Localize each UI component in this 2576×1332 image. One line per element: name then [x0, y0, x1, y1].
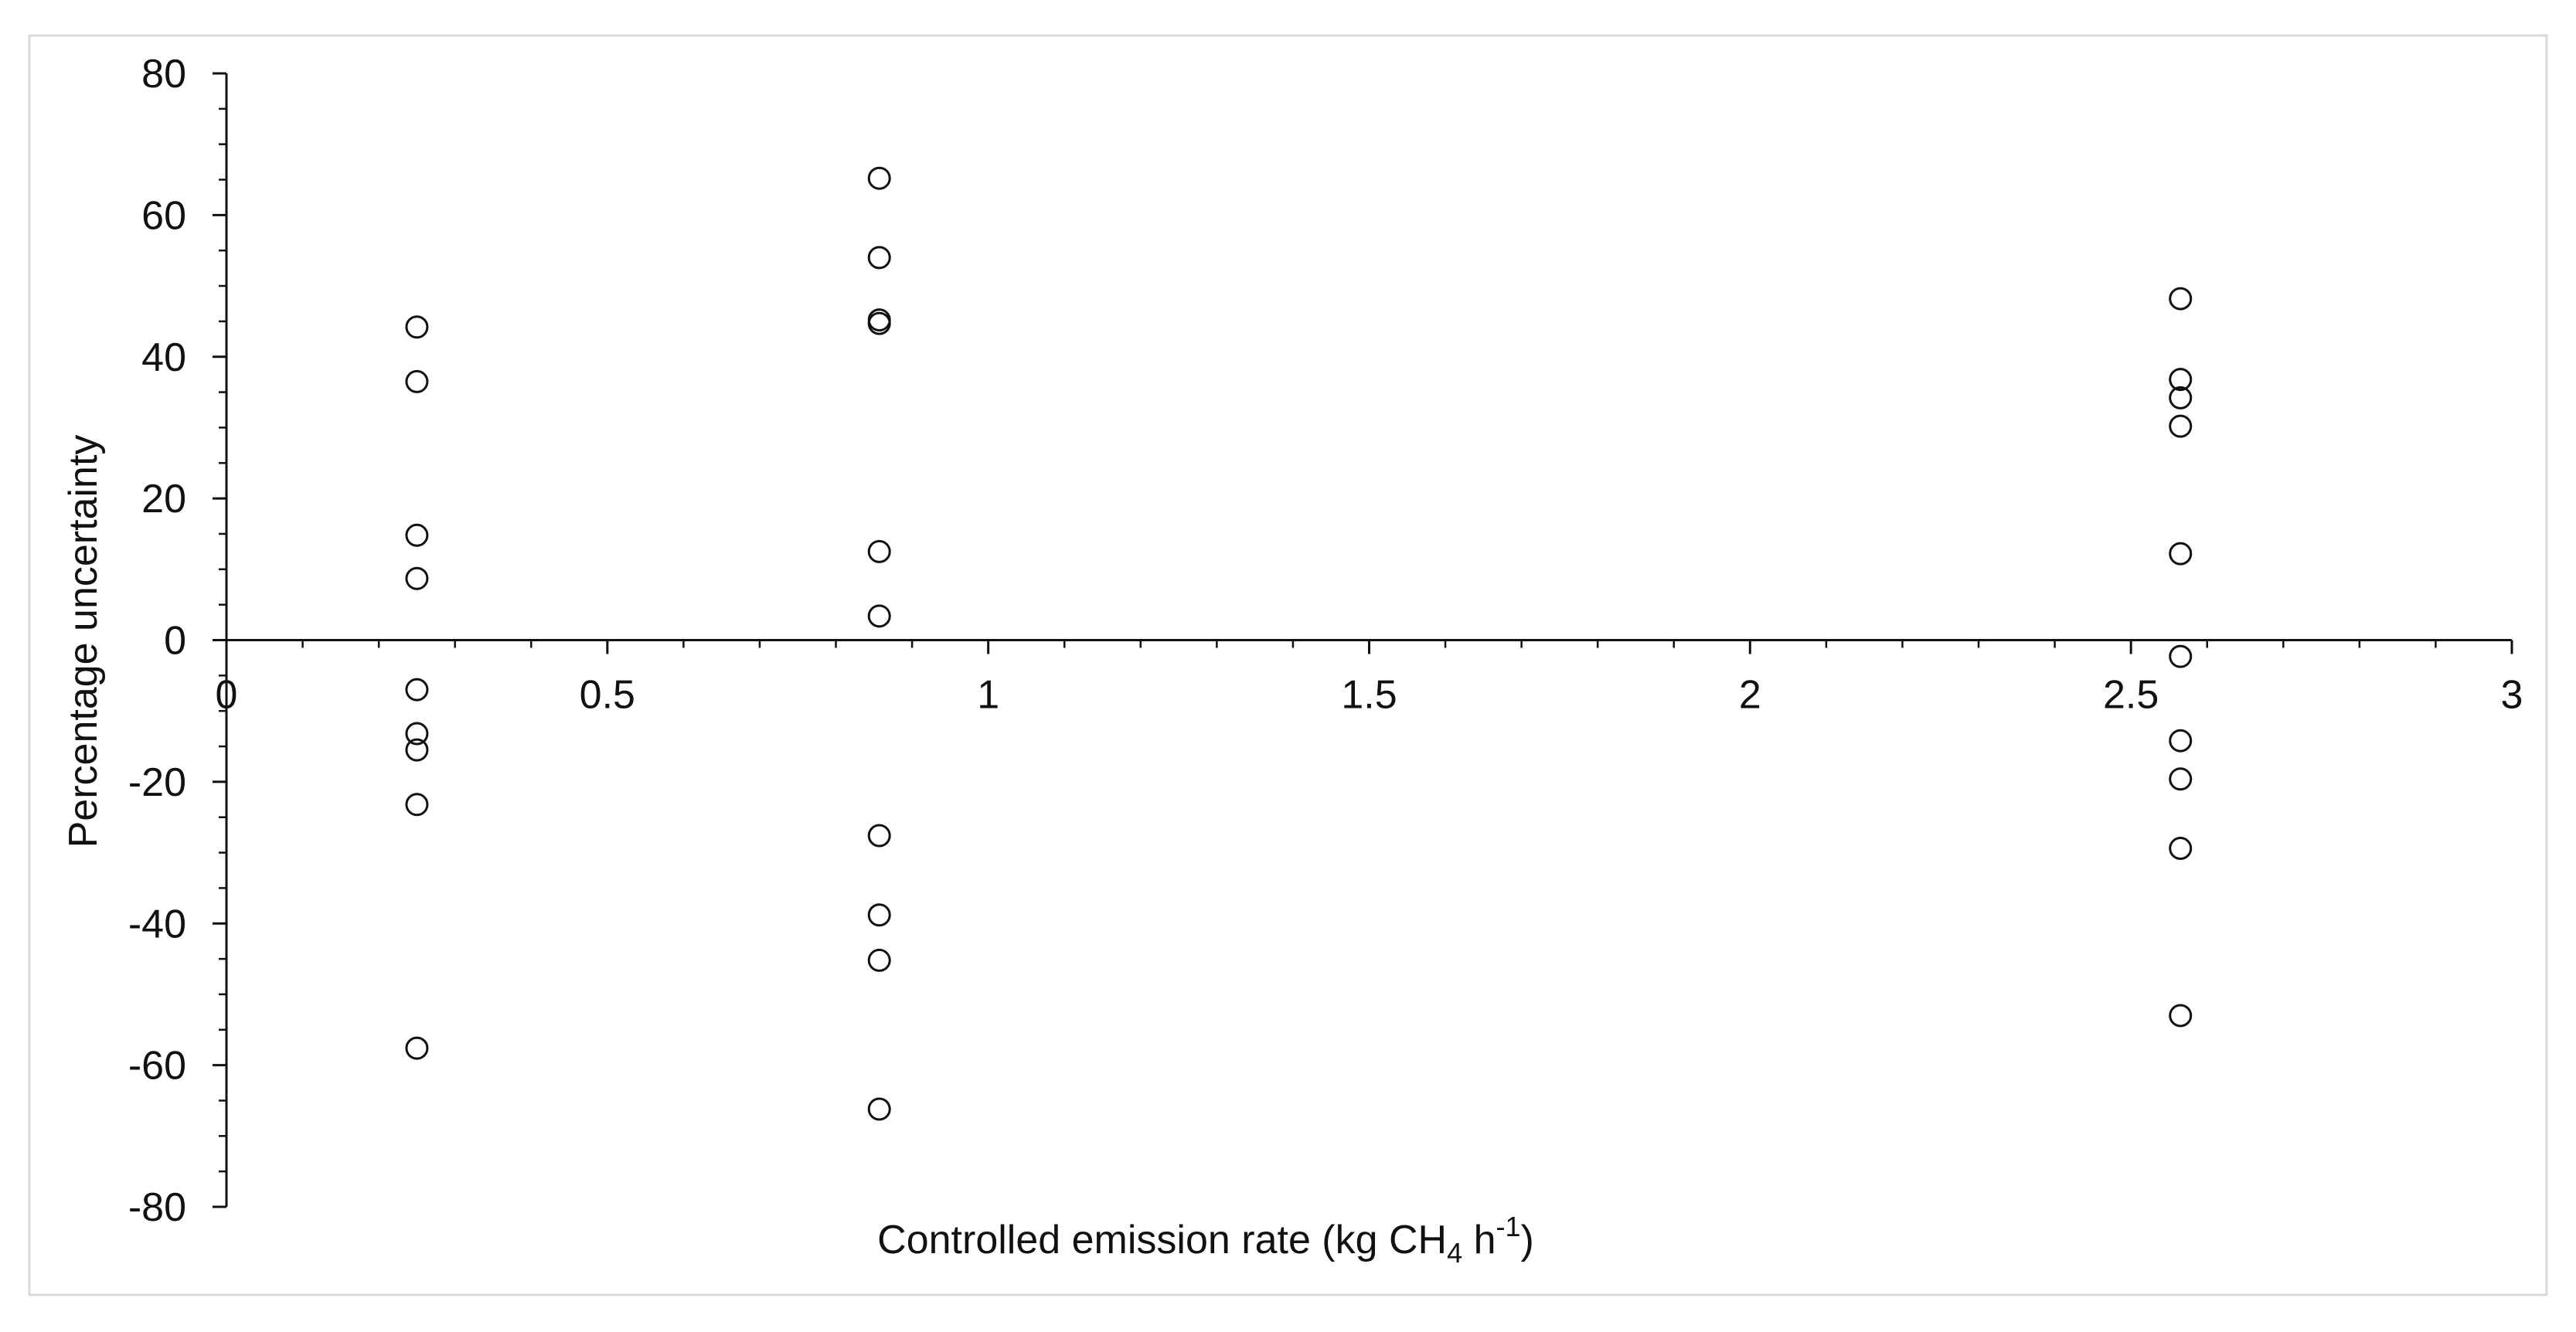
- data-point: [867, 948, 891, 972]
- x-axis-title: Controlled emission rate (kg CH4 h-1): [877, 1211, 1534, 1269]
- data-point: [2169, 767, 2193, 791]
- y-tick-label: -40: [128, 902, 186, 946]
- y-axis-title: Percentage uncertainty: [61, 435, 106, 848]
- x-axis-title-middle: h: [1462, 1218, 1496, 1262]
- y-tick-label: -80: [128, 1185, 186, 1230]
- y-tick-label: 0: [164, 619, 186, 664]
- x-axis-title-subscript: 4: [1447, 1237, 1462, 1269]
- data-point: [867, 604, 891, 628]
- data-point: [867, 246, 891, 270]
- data-point: [867, 824, 891, 848]
- data-point: [405, 1036, 429, 1060]
- x-tick-label: 1: [977, 673, 999, 718]
- data-point: [405, 369, 429, 393]
- data-point: [2169, 837, 2193, 861]
- data-point: [2169, 368, 2193, 392]
- data-point: [2169, 287, 2193, 311]
- data-point: [867, 539, 891, 563]
- x-tick-label: 3: [2501, 673, 2523, 718]
- data-point: [405, 793, 429, 817]
- data-point: [405, 566, 429, 590]
- y-tick-label: -20: [128, 760, 186, 805]
- data-point: [867, 1097, 891, 1121]
- data-point: [2169, 414, 2193, 438]
- data-point: [405, 678, 429, 702]
- data-point: [867, 311, 891, 335]
- y-tick-label: -60: [128, 1044, 186, 1089]
- chart-border: [28, 34, 2548, 1296]
- data-point: [2169, 542, 2193, 566]
- data-point: [867, 166, 891, 190]
- x-axis-title-superscript: -1: [1496, 1211, 1521, 1242]
- data-point: [405, 738, 429, 762]
- x-tick-label: 1.5: [1341, 673, 1397, 718]
- data-point: [405, 722, 429, 746]
- ticks: -80 -60 -40 -20 0 20 40 60 80 0 0.5 1 1.5 2 2.5 3: [128, 52, 2523, 1230]
- data-point: [405, 315, 429, 339]
- data-point: [2169, 729, 2193, 753]
- data-point: [2169, 1004, 2193, 1028]
- data-point: [2169, 386, 2193, 409]
- x-tick-label: 2.5: [2103, 673, 2159, 718]
- x-tick-label: 0.5: [580, 673, 635, 718]
- data-points: [405, 166, 2193, 1121]
- data-point: [405, 523, 429, 547]
- x-tick-label: 2: [1739, 673, 1761, 718]
- x-axis-title-prefix: Controlled emission rate (kg CH: [877, 1218, 1447, 1262]
- y-tick-label: 60: [141, 193, 186, 238]
- data-point: [2169, 644, 2193, 668]
- data-point: [867, 903, 891, 927]
- x-tick-label: 0: [216, 673, 238, 718]
- y-tick-label: 40: [141, 335, 186, 380]
- y-tick-label: 80: [141, 52, 186, 97]
- x-axis-title-suffix: ): [1521, 1218, 1534, 1262]
- y-tick-label: 20: [141, 477, 186, 522]
